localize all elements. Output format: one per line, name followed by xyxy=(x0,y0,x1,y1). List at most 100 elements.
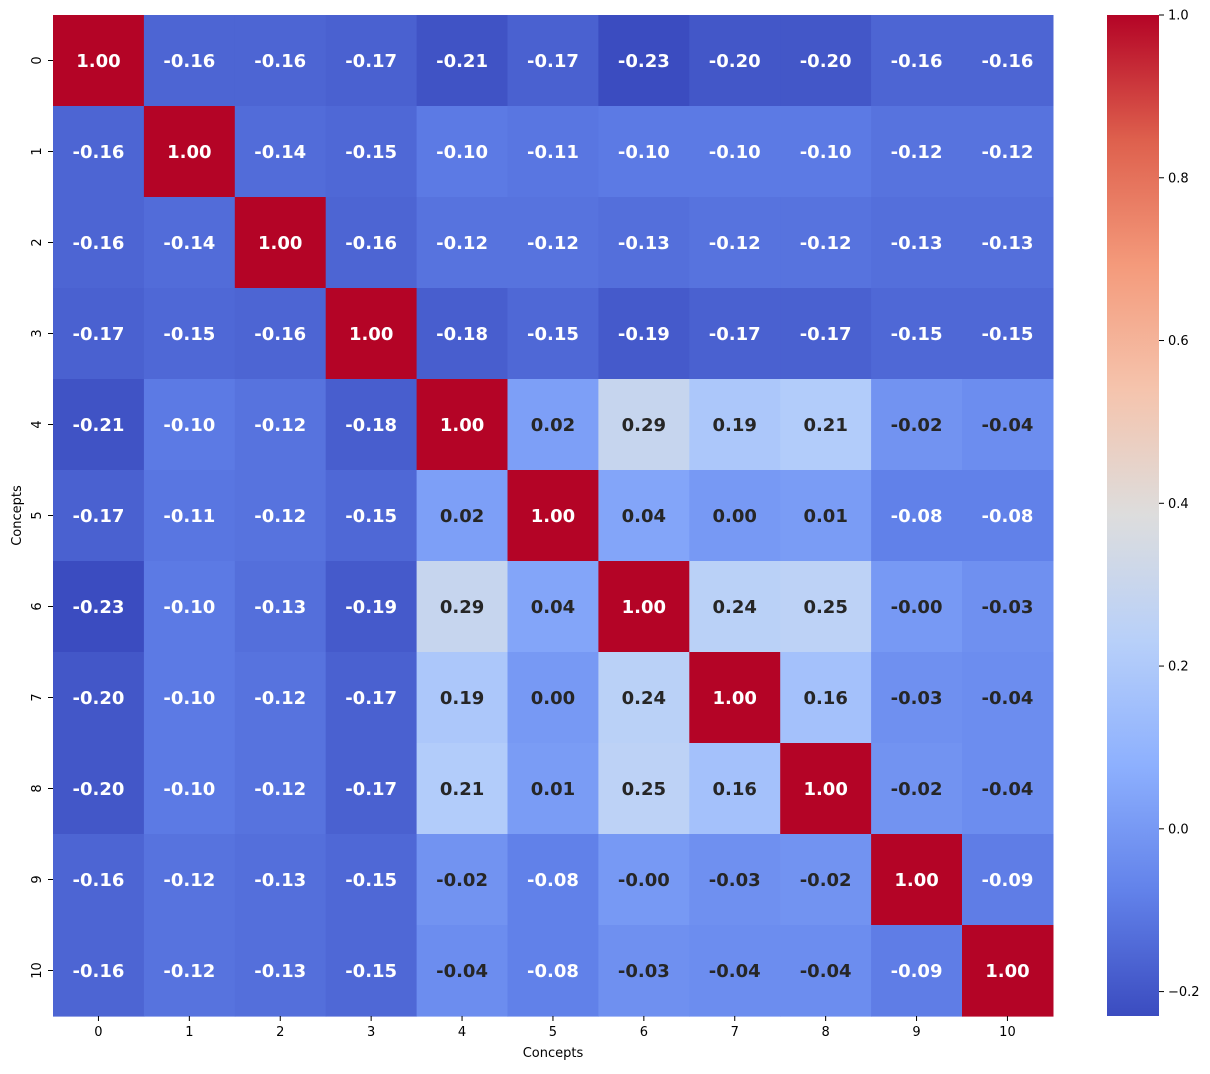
heatmap-cell-0-7 xyxy=(689,15,781,107)
heatmap-cell-3-5 xyxy=(507,288,599,380)
cell-value-label-3-6: -0.19 xyxy=(618,324,670,345)
heatmap-cell-7-3 xyxy=(325,652,418,744)
cell-value-label-1-1: 1.00 xyxy=(167,142,211,163)
cell-value-label-9-0: -0.16 xyxy=(73,870,125,891)
cell-value-label-6-10: -0.03 xyxy=(982,597,1034,618)
heatmap-cell-10-7 xyxy=(689,925,781,1017)
cell-value-label-10-4: -0.04 xyxy=(436,961,488,982)
heatmap-cell-labels: 1.00 -0.16 -0.16 -0.17 -0.21 -0.17 -0.23 -0.20 -… xyxy=(73,51,1034,982)
heatmap-cell-4-3 xyxy=(325,379,418,471)
heatmap-cell-4-7 xyxy=(689,379,781,471)
cell-value-label-1-10: -0.12 xyxy=(982,142,1034,163)
cell-value-label-6-2: -0.13 xyxy=(254,597,306,618)
heatmap-cell-5-5 xyxy=(507,470,599,562)
cell-value-label-5-3: -0.15 xyxy=(345,506,397,527)
heatmap-cell-3-0 xyxy=(53,288,145,380)
x-tick-label-2: 2 xyxy=(276,1025,284,1040)
heatmap-cell-3-6 xyxy=(598,288,690,380)
x-tick-label-7: 7 xyxy=(731,1025,739,1040)
heatmap-cell-5-2 xyxy=(234,470,327,562)
cell-value-label-2-1: -0.14 xyxy=(163,233,215,254)
heatmap-cell-4-9 xyxy=(871,379,963,471)
cell-value-label-6-7: 0.24 xyxy=(713,597,757,618)
cell-value-label-8-6: 0.25 xyxy=(622,779,666,800)
cell-value-label-9-5: -0.08 xyxy=(527,870,579,891)
heatmap-cell-5-1 xyxy=(143,470,236,562)
cell-value-label-6-5: 0.04 xyxy=(531,597,575,618)
heatmap-cell-9-5 xyxy=(507,834,599,926)
heatmap-cell-1-4 xyxy=(416,106,509,198)
heatmap-cell-9-4 xyxy=(416,834,509,926)
cell-value-label-8-8: 1.00 xyxy=(803,779,847,800)
cell-value-label-7-7: 1.00 xyxy=(713,688,757,709)
cell-value-label-8-7: 0.16 xyxy=(713,779,757,800)
heatmap-cell-3-8 xyxy=(780,288,872,380)
heatmap-cell-6-3 xyxy=(325,561,418,653)
heatmap-cell-0-0 xyxy=(53,15,145,107)
cell-value-label-8-5: 0.01 xyxy=(531,779,575,800)
heatmap-cell-7-2 xyxy=(234,652,327,744)
heatmap-cell-10-2 xyxy=(234,925,327,1017)
cell-value-label-4-2: -0.12 xyxy=(254,415,306,436)
heatmap-cell-2-9 xyxy=(871,197,963,289)
colorbar-tick-label-1: 0.0 xyxy=(1168,822,1189,837)
y-tick-label-6: 6 xyxy=(30,602,45,610)
heatmap-cell-0-3 xyxy=(325,15,418,107)
cell-value-label-2-2: 1.00 xyxy=(258,233,302,254)
heatmap-cell-8-0 xyxy=(53,743,145,835)
heatmap-cell-6-4 xyxy=(416,561,509,653)
cell-value-label-0-6: -0.23 xyxy=(618,51,670,72)
heatmap-cell-8-9 xyxy=(871,743,963,835)
cell-value-label-2-8: -0.12 xyxy=(800,233,852,254)
x-tick-label-0: 0 xyxy=(94,1025,102,1040)
heatmap-cell-7-5 xyxy=(507,652,599,744)
heatmap-cell-3-2 xyxy=(234,288,327,380)
heatmap-cell-4-8 xyxy=(780,379,872,471)
cell-value-label-4-7: 0.19 xyxy=(713,415,757,436)
heatmap-cell-6-5 xyxy=(507,561,599,653)
heatmap-cell-4-5 xyxy=(507,379,599,471)
heatmap-cell-3-3 xyxy=(325,288,418,380)
cell-value-label-10-6: -0.03 xyxy=(618,961,670,982)
cell-value-label-0-10: -0.16 xyxy=(982,51,1034,72)
heatmap-cell-2-3 xyxy=(325,197,418,289)
heatmap-cell-6-10 xyxy=(962,561,1054,653)
cell-value-label-9-3: -0.15 xyxy=(345,870,397,891)
cell-value-label-2-5: -0.12 xyxy=(527,233,579,254)
cell-value-label-7-0: -0.20 xyxy=(73,688,125,709)
heatmap-cell-10-0 xyxy=(53,925,145,1017)
heatmap-cell-4-1 xyxy=(143,379,236,471)
heatmap-cell-9-0 xyxy=(53,834,145,926)
heatmap-cell-1-0 xyxy=(53,106,145,198)
y-tick-label-7: 7 xyxy=(30,693,45,701)
cell-value-label-9-7: -0.03 xyxy=(709,870,761,891)
cell-value-label-4-10: -0.04 xyxy=(982,415,1034,436)
heatmap-cell-8-3 xyxy=(325,743,418,835)
cell-value-label-9-8: -0.02 xyxy=(800,870,852,891)
colorbar: −0.2 0.0 0.2 0.4 0.6 0.8 1.0 xyxy=(1107,9,1200,1016)
heatmap-cell-8-10 xyxy=(962,743,1054,835)
heatmap-cell-0-2 xyxy=(234,15,327,107)
colorbar-tick-label-4: 0.6 xyxy=(1168,334,1189,349)
cell-value-label-7-6: 0.24 xyxy=(622,688,666,709)
heatmap-cell-2-8 xyxy=(780,197,872,289)
x-tick-label-9: 9 xyxy=(912,1025,920,1040)
heatmap-cell-4-6 xyxy=(598,379,690,471)
heatmap-cell-9-10 xyxy=(962,834,1054,926)
cell-value-label-0-8: -0.20 xyxy=(800,51,852,72)
cell-value-label-8-4: 0.21 xyxy=(440,779,484,800)
cell-value-label-4-4: 1.00 xyxy=(440,415,484,436)
heatmap-cell-7-7 xyxy=(689,652,781,744)
cell-value-label-10-3: -0.15 xyxy=(345,961,397,982)
cell-value-label-5-9: -0.08 xyxy=(891,506,943,527)
heatmap-cell-10-1 xyxy=(143,925,236,1017)
y-tick-label-1: 1 xyxy=(30,147,45,155)
colorbar-tick-label-3: 0.4 xyxy=(1168,497,1189,512)
cell-value-label-4-9: -0.02 xyxy=(891,415,943,436)
heatmap-cell-0-9 xyxy=(871,15,963,107)
heatmap-cell-9-6 xyxy=(598,834,690,926)
heatmap-cell-1-5 xyxy=(507,106,599,198)
heatmap-cell-10-3 xyxy=(325,925,418,1017)
cell-value-label-3-0: -0.17 xyxy=(73,324,125,345)
heatmap-cell-1-10 xyxy=(962,106,1054,198)
